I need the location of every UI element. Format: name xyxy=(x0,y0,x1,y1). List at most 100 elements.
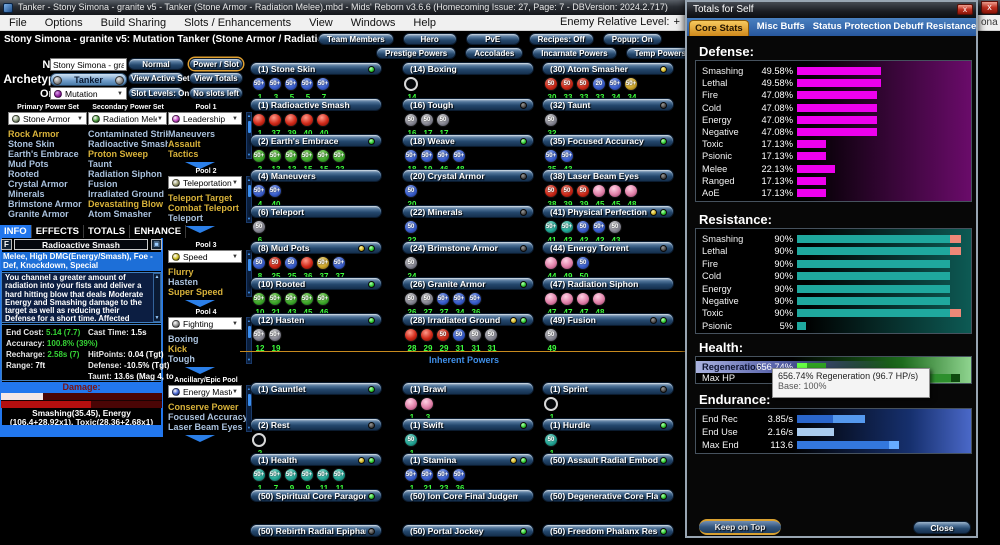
pool-5-collapse-icon[interactable] xyxy=(185,435,215,442)
enhancement-slot[interactable]: 50+ xyxy=(436,292,450,306)
power-pill[interactable]: (8) Mud Pots xyxy=(250,241,382,254)
power-pill[interactable]: (1) Radioactive Smash xyxy=(250,98,382,111)
header-button-recipes-off[interactable]: Recipes: Off xyxy=(528,33,594,45)
pool-4-power-item[interactable]: Boxing xyxy=(168,334,199,344)
enhancement-slot[interactable]: 50 xyxy=(560,184,574,198)
enhancement-slot[interactable] xyxy=(420,328,434,342)
scrollbar-thumb[interactable] xyxy=(247,394,251,406)
secondary-power-item[interactable]: Taunt xyxy=(88,159,112,169)
power-pill[interactable]: (47) Radiation Siphon xyxy=(542,277,674,290)
scroll-down-icon[interactable]: ▼ xyxy=(247,152,251,157)
enhancement-slot[interactable]: 50+ xyxy=(300,149,314,163)
power-pill[interactable]: (2) Rest xyxy=(250,418,382,431)
scrollbar-thumb[interactable] xyxy=(247,185,251,197)
archetype-next-icon[interactable] xyxy=(115,75,124,85)
pool-4-power-item[interactable]: Tough xyxy=(168,354,195,364)
power-pill[interactable]: (49) Fusion xyxy=(542,313,674,326)
origin-dropdown[interactable]: Mutation ▼ xyxy=(50,87,127,100)
enhancement-slot[interactable]: 50+ xyxy=(268,468,282,482)
enhancement-slot[interactable]: 50+ xyxy=(284,77,298,91)
secondary-power-item[interactable]: Proton Sweep xyxy=(88,149,149,159)
enhancement-slot[interactable]: 50+ xyxy=(316,256,330,270)
enhancement-slot[interactable] xyxy=(252,433,266,447)
pool-3-collapse-icon[interactable] xyxy=(185,300,215,307)
pool-1-power-item[interactable]: Maneuvers xyxy=(168,129,216,139)
secondary-power-item[interactable]: Radioactive Smash xyxy=(88,139,168,149)
power-pill[interactable]: (38) Laser Beam Eyes xyxy=(542,169,674,182)
power-pill[interactable]: (1) Stamina xyxy=(402,453,534,466)
power-pill[interactable]: (32) Taunt xyxy=(542,98,674,111)
enhancement-slot[interactable]: 50 xyxy=(404,256,418,270)
power-pill[interactable]: (28) Irradiated Ground xyxy=(402,313,534,326)
char-button-no-slots-left[interactable]: No slots left xyxy=(189,86,243,99)
totals-tab-debuff-resistance[interactable]: Debuff Resistance xyxy=(893,21,976,32)
power-pill[interactable]: (1) Health xyxy=(250,453,382,466)
scroll-up-icon[interactable]: ▲ xyxy=(247,251,251,256)
close-button[interactable]: Close xyxy=(913,521,971,534)
pool-2-scrollbar[interactable]: ▲ ▼ xyxy=(246,176,252,223)
power-pill[interactable]: (6) Teleport xyxy=(250,205,382,218)
menu-view[interactable]: View xyxy=(309,17,333,29)
scrollbar-track[interactable] xyxy=(154,280,160,315)
power-pill[interactable]: (1) Stone Skin xyxy=(250,62,382,75)
enhancement-slot[interactable]: 50+ xyxy=(300,292,314,306)
archetype-prev-icon[interactable] xyxy=(53,75,62,85)
pool-4-power-item[interactable]: Kick xyxy=(168,344,188,354)
enhancement-slot[interactable]: 50+ xyxy=(316,468,330,482)
secondary-power-item[interactable]: Radiation Siphon xyxy=(88,169,162,179)
enhancement-slot[interactable]: 50+ xyxy=(316,149,330,163)
enhancement-slot[interactable] xyxy=(268,113,282,127)
power-pill[interactable]: (26) Granite Armor xyxy=(402,277,534,290)
enhancement-slot[interactable]: 50 xyxy=(436,113,450,127)
secondary-power-item[interactable]: Fusion xyxy=(88,179,118,189)
enhancement-slot[interactable] xyxy=(300,113,314,127)
enhancement-slot[interactable]: 50 xyxy=(404,292,418,306)
totals-tab-misc-buffs[interactable]: Misc Buffs xyxy=(756,21,805,32)
enhancement-slot[interactable]: 50 xyxy=(544,77,558,91)
enhancement-slot[interactable]: 50 xyxy=(404,220,418,234)
enhancement-slot[interactable]: 50+ xyxy=(452,149,466,163)
secondary-powerset-dropdown[interactable]: Radiation Melee▼ xyxy=(88,112,167,125)
scroll-down-icon[interactable]: ▼ xyxy=(247,216,251,221)
enhancement-slot[interactable]: 50 xyxy=(576,220,590,234)
pool-1-collapse-icon[interactable] xyxy=(185,162,215,169)
enhancement-slot[interactable]: 50+ xyxy=(268,77,282,91)
primary-power-item[interactable]: Stone Skin xyxy=(8,139,55,149)
enhancement-slot[interactable]: 50+ xyxy=(608,77,622,91)
power-pill[interactable]: (1) Brawl xyxy=(402,382,534,395)
pool-4-scrollbar[interactable]: ▲ ▼ xyxy=(246,317,252,364)
pool-3-dropdown[interactable]: Speed ▼ xyxy=(168,250,242,263)
enhancement-slot[interactable] xyxy=(316,113,330,127)
enhancement-slot[interactable]: 50 xyxy=(404,433,418,447)
menu-help[interactable]: Help xyxy=(413,17,437,29)
pool-5-power-item[interactable]: Laser Beam Eyes xyxy=(168,422,243,432)
menu-build-sharing[interactable]: Build Sharing xyxy=(100,17,167,29)
enhancement-slot[interactable]: 50+ xyxy=(452,468,466,482)
enhancement-slot[interactable] xyxy=(624,184,638,198)
pool-4-dropdown[interactable]: Fighting ▼ xyxy=(168,317,242,330)
secondary-power-item[interactable]: Atom Smasher xyxy=(88,209,152,219)
pool-2-dropdown[interactable]: Teleportation ▼ xyxy=(168,176,242,189)
enhancement-slot[interactable] xyxy=(592,292,606,306)
primary-power-item[interactable]: Granite Armor xyxy=(8,209,69,219)
power-pill[interactable]: (1) Swift xyxy=(402,418,534,431)
enhancement-slot[interactable]: 50+ xyxy=(300,468,314,482)
header-button-team-members[interactable]: Team Members xyxy=(318,33,394,45)
pool-2-power-item[interactable]: Teleport xyxy=(168,213,203,223)
enhancement-slot[interactable] xyxy=(608,184,622,198)
menu-options[interactable]: Options xyxy=(44,17,83,29)
power-pill[interactable]: (1) Gauntlet xyxy=(250,382,382,395)
scroll-up-icon[interactable]: ▲ xyxy=(247,386,251,391)
enhancement-slot[interactable]: 50+ xyxy=(252,292,266,306)
pool-2-power-item[interactable]: Combat Teleport xyxy=(168,203,239,213)
pool-5-power-item[interactable]: Conserve Power xyxy=(168,402,239,412)
primary-power-item[interactable]: Rooted xyxy=(8,169,39,179)
enhancement-slot[interactable]: 50+ xyxy=(268,184,282,198)
enhancement-slot[interactable] xyxy=(544,397,558,411)
enhancement-slot[interactable]: 50+ xyxy=(420,468,434,482)
enhancement-slot[interactable]: 50 xyxy=(252,220,266,234)
enhancement-slot[interactable]: 50+ xyxy=(404,149,418,163)
enhancement-slot[interactable]: 50+ xyxy=(268,328,282,342)
enhancement-slot[interactable]: 50+ xyxy=(592,220,606,234)
enhancement-slot[interactable]: 50+ xyxy=(252,328,266,342)
